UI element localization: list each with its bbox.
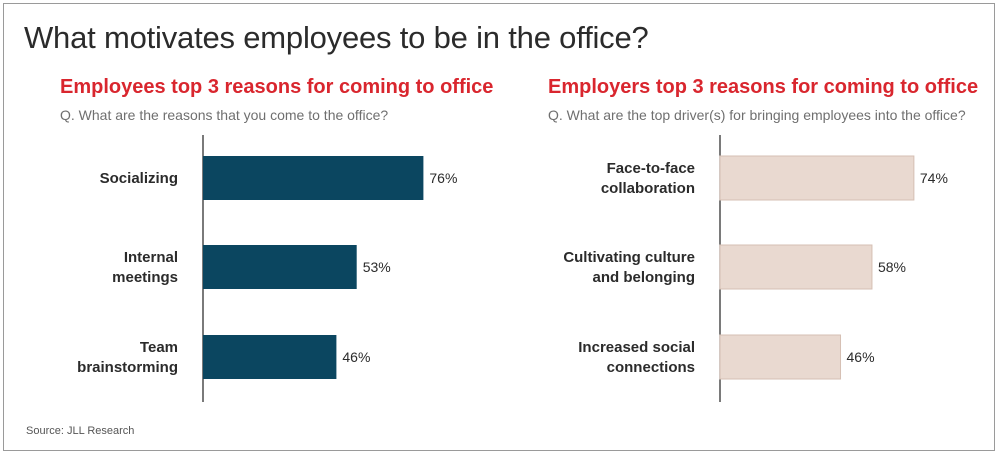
employers-category-label-3: Increased social connections bbox=[578, 339, 695, 376]
employees-value-label-2: 53% bbox=[363, 259, 391, 275]
employers-value-label-3: 46% bbox=[847, 349, 875, 365]
source-note: Source: JLL Research bbox=[26, 425, 135, 437]
employees-bar-3 bbox=[203, 335, 337, 379]
employers-category-label-2: Cultivating culture and belonging bbox=[563, 249, 695, 286]
employees-value-label-1: 76% bbox=[429, 170, 457, 186]
employees-bar-chart: 76% Socializing 53% Internal meetings 46% Team… bbox=[77, 135, 457, 402]
employees-category-label-2: Internal meetings bbox=[112, 249, 178, 286]
employers-value-label-2: 58% bbox=[878, 259, 906, 275]
employees-value-label-3: 46% bbox=[342, 349, 370, 365]
employers-category-label-1: Face-to-face collaboration bbox=[601, 160, 695, 197]
main-title: What motivates employees to be in the of… bbox=[24, 20, 649, 55]
employees-chart-title: Employees top 3 reasons for coming to of… bbox=[60, 76, 494, 98]
employees-bar-2 bbox=[203, 245, 357, 289]
employers-value-label-1: 74% bbox=[920, 170, 948, 186]
employees-chart-question: Q. What are the reasons that you come to… bbox=[60, 107, 389, 123]
employers-bar-3 bbox=[719, 334, 842, 380]
employers-bar-1 bbox=[719, 155, 915, 201]
employees-category-label-3: Team brainstorming bbox=[77, 339, 178, 376]
employers-chart-title: Employers top 3 reasons for coming to of… bbox=[548, 76, 979, 98]
employers-panel: Employers top 3 reasons for coming to of… bbox=[500, 0, 1000, 455]
employees-panel: Employees top 3 reasons for coming to of… bbox=[60, 76, 494, 402]
employers-bar-chart: 74% Face-to-face collaboration 58% Cultivati… bbox=[563, 135, 948, 402]
employees-bar-1 bbox=[203, 156, 424, 200]
employees-category-label-1: Socializing bbox=[100, 170, 178, 187]
employers-bar-2 bbox=[719, 244, 873, 290]
employers-chart-question: Q. What are the top driver(s) for bringi… bbox=[548, 107, 966, 123]
